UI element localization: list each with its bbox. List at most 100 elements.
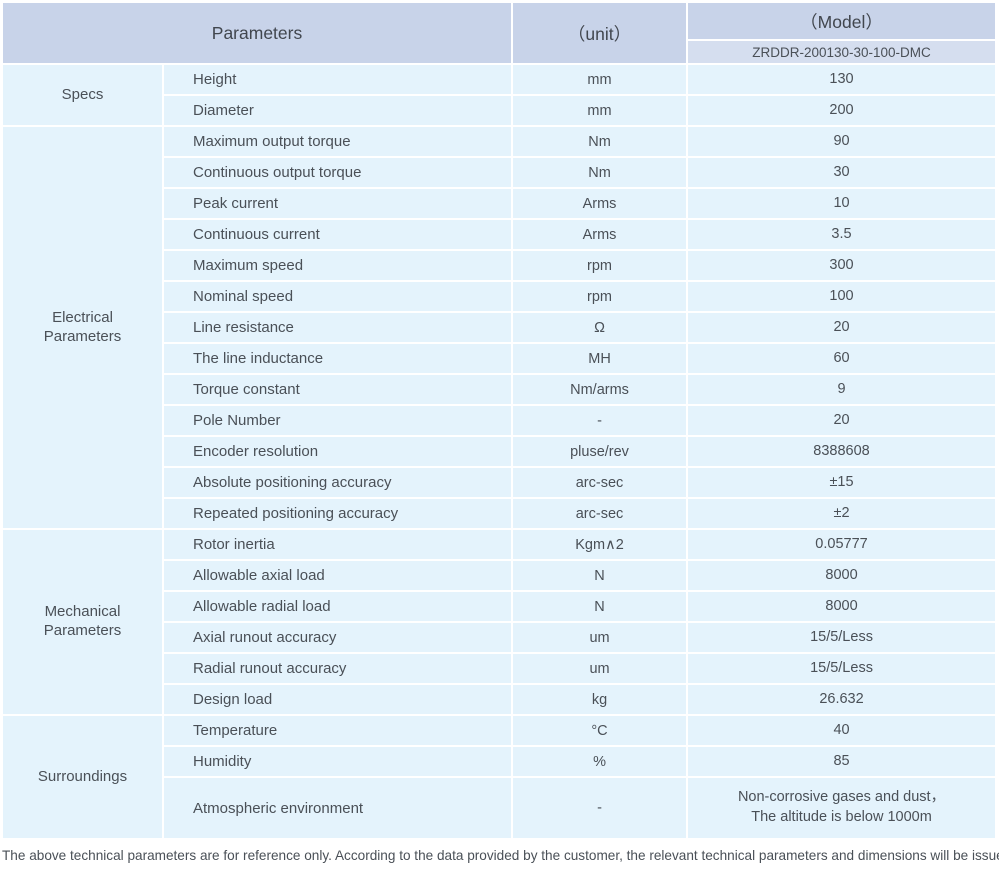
param-name-cell: Axial runout accuracy [164, 623, 512, 652]
unit-cell: - [513, 406, 687, 435]
value-cell: ±2 [688, 499, 996, 528]
value-cell: 8000 [688, 561, 996, 590]
value-cell: 3.5 [688, 220, 996, 249]
table-row: Nominal speed rpm 100 [3, 282, 996, 311]
unit-cell: Nm/arms [513, 375, 687, 404]
param-name-cell: Diameter [164, 96, 512, 125]
param-name-cell: Maximum speed [164, 251, 512, 280]
spec-table: Parameters （unit） （Model） ZRDDR-200130-3… [1, 1, 998, 840]
param-name-cell: Nominal speed [164, 282, 512, 311]
param-group-cell: Electrical Parameters [3, 127, 162, 528]
param-name-cell: Atmospheric environment [164, 778, 512, 838]
param-name-cell: Radial runout accuracy [164, 654, 512, 683]
value-cell: 8388608 [688, 437, 996, 466]
table-row: Continuous current Arms 3.5 [3, 220, 996, 249]
value-cell: 30 [688, 158, 996, 187]
value-cell: 15/5/Less [688, 654, 996, 683]
param-name-cell: Encoder resolution [164, 437, 512, 466]
table-row: Line resistance Ω 20 [3, 313, 996, 342]
value-cell: 40 [688, 716, 996, 745]
table-row: The line inductance MH 60 [3, 344, 996, 373]
table-row: Design load kg 26.632 [3, 685, 996, 714]
table-row: Allowable axial load N 8000 [3, 561, 996, 590]
param-name-cell: The line inductance [164, 344, 512, 373]
param-name-cell: Repeated positioning accuracy [164, 499, 512, 528]
unit-cell: Nm [513, 158, 687, 187]
table-row: Diameter mm 200 [3, 96, 996, 125]
table-row: Peak current Arms 10 [3, 189, 996, 218]
param-name-cell: Absolute positioning accuracy [164, 468, 512, 497]
unit-cell: - [513, 778, 687, 838]
param-name-cell: Maximum output torque [164, 127, 512, 156]
header-model-number: ZRDDR-200130-30-100-DMC [688, 41, 996, 63]
value-cell: 130 [688, 65, 996, 94]
param-name-cell: Continuous output torque [164, 158, 512, 187]
param-name-cell: Continuous current [164, 220, 512, 249]
param-name-cell: Line resistance [164, 313, 512, 342]
unit-cell: arc-sec [513, 499, 687, 528]
header-parameters: Parameters [3, 3, 512, 63]
value-cell: 300 [688, 251, 996, 280]
value-cell: 9 [688, 375, 996, 404]
unit-cell: mm [513, 96, 687, 125]
footnote-text: The above technical parameters are for r… [2, 848, 999, 863]
table-row: Absolute positioning accuracy arc-sec ±15 [3, 468, 996, 497]
unit-cell: kg [513, 685, 687, 714]
unit-cell: mm [513, 65, 687, 94]
unit-cell: pluse/rev [513, 437, 687, 466]
value-cell: 20 [688, 406, 996, 435]
value-cell: Non-corrosive gases and dust， The altitu… [688, 778, 996, 838]
unit-cell: % [513, 747, 687, 776]
param-name-cell: Torque constant [164, 375, 512, 404]
param-name-cell: Allowable radial load [164, 592, 512, 621]
unit-cell: Arms [513, 220, 687, 249]
header-row-1: Parameters （unit） （Model） [3, 3, 996, 63]
value-cell: 90 [688, 127, 996, 156]
param-name-cell: Design load [164, 685, 512, 714]
table-row: Maximum speed rpm 300 [3, 251, 996, 280]
value-cell: 100 [688, 282, 996, 311]
param-name-cell: Humidity [164, 747, 512, 776]
unit-cell: um [513, 623, 687, 652]
unit-cell: arc-sec [513, 468, 687, 497]
value-cell: 15/5/Less [688, 623, 996, 652]
param-group-cell: Mechanical Parameters [3, 530, 162, 714]
table-row: Allowable radial load N 8000 [3, 592, 996, 621]
value-cell: 20 [688, 313, 996, 342]
param-name-cell: Rotor inertia [164, 530, 512, 559]
param-group-cell: Surroundings [3, 716, 162, 838]
unit-cell: °C [513, 716, 687, 745]
value-cell: 0.05777 [688, 530, 996, 559]
table-row: Surroundings Temperature °C 40 [3, 716, 996, 838]
param-name-cell: Peak current [164, 189, 512, 218]
unit-cell: N [513, 561, 687, 590]
table-row: Axial runout accuracy um 15/5/Less [3, 623, 996, 652]
param-group-cell: Specs [3, 65, 162, 125]
param-name-cell: Allowable axial load [164, 561, 512, 590]
unit-cell: rpm [513, 282, 687, 311]
table-row: Humidity% 85 [3, 747, 996, 776]
table-row: Repeated positioning accuracy arc-sec ±2 [3, 499, 996, 528]
table-row: Radial runout accuracy um 15/5/Less [3, 654, 996, 683]
unit-cell: Nm [513, 127, 687, 156]
unit-cell: Ω [513, 313, 687, 342]
unit-cell: um [513, 654, 687, 683]
value-cell: 10 [688, 189, 996, 218]
value-cell: 200 [688, 96, 996, 125]
header-unit: （unit） [513, 3, 687, 63]
table-row: Electrical Parameters Maximum output torq… [3, 127, 996, 528]
unit-cell: N [513, 592, 687, 621]
value-cell: 60 [688, 344, 996, 373]
value-cell: 26.632 [688, 685, 996, 714]
table-row: Pole Number -20 [3, 406, 996, 435]
header-row-2: ZRDDR-200130-30-100-DMC [3, 41, 996, 63]
value-cell: 85 [688, 747, 996, 776]
value-cell: ±15 [688, 468, 996, 497]
header-model: （Model） [688, 3, 996, 39]
table-row: Torque constant Nm/arms 9 [3, 375, 996, 404]
param-name-cell: Height [164, 65, 512, 94]
unit-cell: Kgm∧2 [513, 530, 687, 559]
table-row: Atmospheric environment - Non-corrosive ga… [3, 778, 996, 838]
table-body: Specs Height mm 130 Diameter mm 200 Electrical … [3, 65, 996, 838]
